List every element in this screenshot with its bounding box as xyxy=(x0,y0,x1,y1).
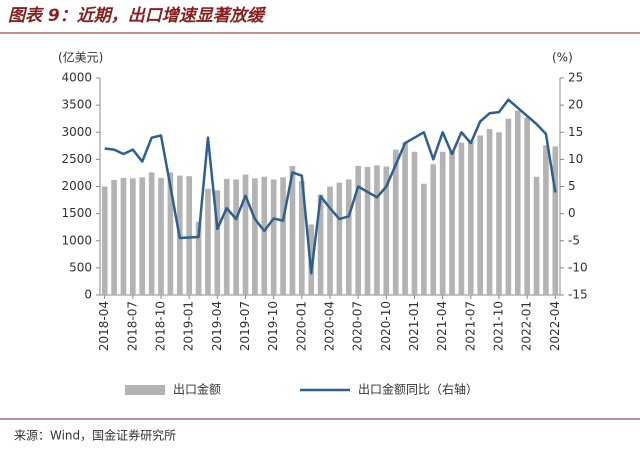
y-tick-label: 3000 xyxy=(61,125,92,139)
y2-tick-label: 20 xyxy=(568,98,583,112)
bar xyxy=(421,183,427,295)
chart-title: 图表 9：近期，出口增速显著放缓 xyxy=(8,6,267,26)
bar xyxy=(345,179,352,295)
x-tick-label: 2020-04 xyxy=(323,301,337,351)
bar xyxy=(496,132,502,295)
bar xyxy=(383,166,390,295)
y-tick-label: 500 xyxy=(69,260,92,274)
bar xyxy=(242,174,249,295)
bar xyxy=(167,172,174,295)
bar xyxy=(233,179,239,295)
bar xyxy=(101,186,108,295)
x-tick-label: 2019-04 xyxy=(210,301,224,351)
y-tick-label: 1500 xyxy=(61,206,92,220)
bar xyxy=(430,164,437,295)
y2-tick-label: -5 xyxy=(568,233,580,247)
bar xyxy=(120,177,127,295)
x-tick-label: 2018-07 xyxy=(125,301,139,351)
y2-tick-label: 15 xyxy=(568,125,583,139)
bar xyxy=(477,135,484,295)
bar xyxy=(468,141,474,295)
bar xyxy=(505,118,512,295)
bar xyxy=(195,221,202,295)
bar xyxy=(392,149,399,295)
y2-tick-label: 25 xyxy=(568,71,583,85)
bar xyxy=(158,177,164,295)
y-tick-label: 3500 xyxy=(61,98,92,112)
bar xyxy=(214,190,221,295)
bar xyxy=(364,166,371,295)
bar xyxy=(223,178,230,295)
bar xyxy=(111,179,117,295)
bar xyxy=(130,178,136,295)
bar xyxy=(458,142,465,295)
bar xyxy=(552,146,559,295)
bar xyxy=(270,179,277,295)
bar xyxy=(148,172,155,295)
bar xyxy=(533,176,540,295)
legend-swatch xyxy=(125,385,165,395)
x-tick-label: 2022-04 xyxy=(548,301,562,351)
bar xyxy=(355,165,361,295)
y-tick-label: 2000 xyxy=(61,179,92,193)
bar xyxy=(299,181,305,295)
x-tick-label: 2021-04 xyxy=(435,301,449,351)
bar xyxy=(402,142,408,295)
y2-tick-label: 5 xyxy=(568,179,576,193)
y2-tick-label: 10 xyxy=(568,152,583,166)
y-tick-label: 0 xyxy=(84,288,92,302)
bar xyxy=(289,165,296,295)
x-tick-label: 2018-10 xyxy=(154,301,168,351)
bar xyxy=(186,176,192,295)
x-tick-label: 2021-01 xyxy=(407,301,421,351)
legend-label: 出口金额 xyxy=(173,382,221,397)
bar xyxy=(524,117,530,295)
bar xyxy=(439,151,446,295)
legend-label: 出口金额同比（右轴） xyxy=(358,382,478,397)
y2-tick-label: 0 xyxy=(568,206,576,220)
x-tick-label: 2019-10 xyxy=(266,301,280,351)
y2-tick-label: -15 xyxy=(568,288,588,302)
bar xyxy=(252,178,258,295)
y-tick-label: 4000 xyxy=(61,71,92,85)
x-tick-label: 2020-07 xyxy=(351,301,365,351)
bar xyxy=(139,177,146,295)
bar xyxy=(411,151,418,295)
bar xyxy=(486,128,493,295)
bar xyxy=(280,177,286,295)
x-tick-label: 2021-07 xyxy=(463,301,477,351)
x-tick-label: 2019-01 xyxy=(182,301,196,351)
bar xyxy=(374,165,380,295)
bar xyxy=(317,194,324,295)
source: 来源：Wind，国金证券研究所 xyxy=(14,428,176,443)
bar xyxy=(336,182,343,295)
x-tick-label: 2021-10 xyxy=(491,301,505,351)
y-tick-label: 2500 xyxy=(61,152,92,166)
y2-tick-label: -10 xyxy=(568,260,588,274)
bar xyxy=(514,110,521,295)
x-tick-label: 2022-01 xyxy=(520,301,534,351)
bar xyxy=(308,224,315,295)
bar xyxy=(261,176,268,295)
y-axis-label: (亿美元) xyxy=(58,50,103,65)
y2-axis-label: (%) xyxy=(552,51,573,65)
bar xyxy=(449,151,455,295)
bar xyxy=(205,188,211,295)
x-tick-label: 2020-10 xyxy=(379,301,393,351)
bar xyxy=(543,145,549,295)
line xyxy=(104,98,557,275)
x-tick-label: 2020-01 xyxy=(294,301,308,351)
bar xyxy=(327,186,333,295)
x-tick-label: 2019-07 xyxy=(238,301,252,351)
x-tick-label: 2018-04 xyxy=(97,301,111,351)
y-tick-label: 1000 xyxy=(61,233,92,247)
